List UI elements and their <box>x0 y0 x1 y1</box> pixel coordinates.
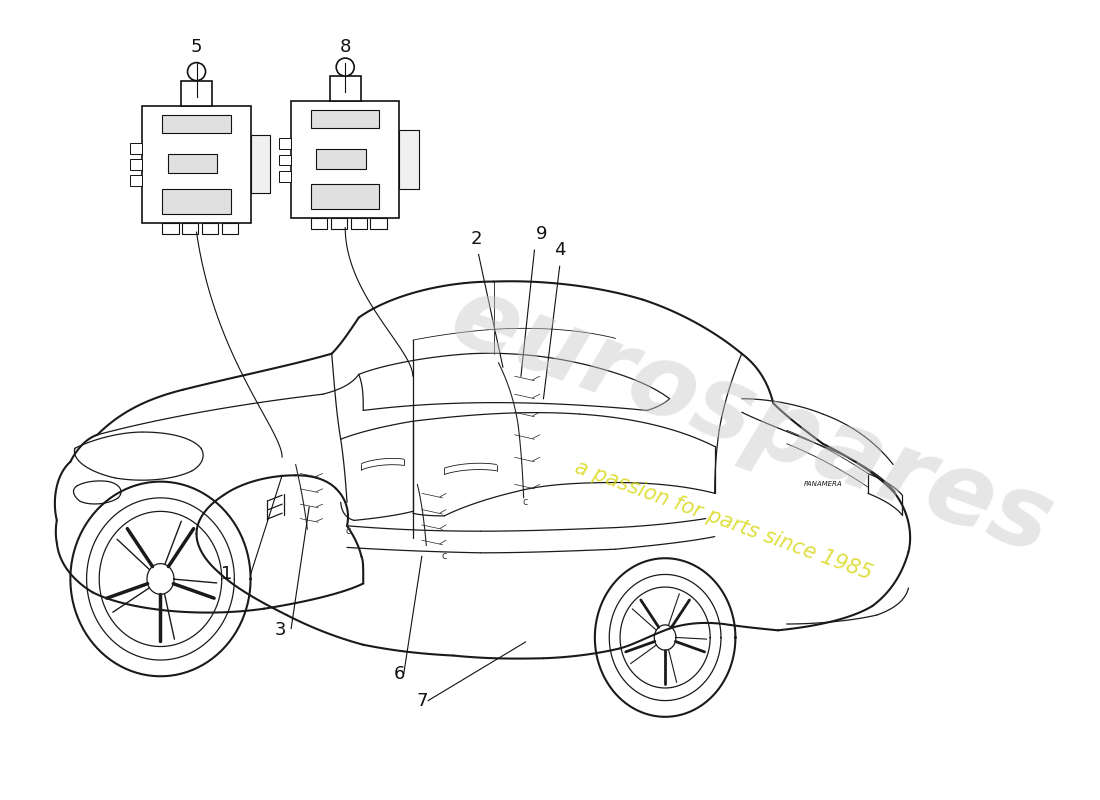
Text: eurospares: eurospares <box>437 267 1065 575</box>
Bar <box>330 76 361 102</box>
Bar <box>130 175 143 186</box>
Bar <box>163 223 178 234</box>
Bar <box>202 223 218 234</box>
Text: 3: 3 <box>275 622 286 639</box>
Bar <box>182 81 212 106</box>
Text: 4: 4 <box>554 241 565 259</box>
Bar <box>331 218 346 230</box>
Text: c: c <box>442 551 447 562</box>
Bar <box>163 115 231 133</box>
Text: 7: 7 <box>416 692 428 710</box>
Circle shape <box>337 58 354 76</box>
Bar <box>143 106 251 223</box>
Bar <box>292 102 399 218</box>
Text: 1: 1 <box>221 566 232 583</box>
Bar <box>399 130 419 189</box>
Bar <box>311 218 327 230</box>
Text: c: c <box>522 498 528 507</box>
Text: c: c <box>345 526 351 536</box>
Bar <box>183 223 198 234</box>
Bar <box>130 142 143 154</box>
Bar <box>278 154 292 166</box>
Bar <box>278 170 292 182</box>
Bar <box>311 184 379 210</box>
Bar <box>130 159 143 170</box>
Text: a passion for parts since 1985: a passion for parts since 1985 <box>572 457 876 584</box>
Text: PANAMERA: PANAMERA <box>803 482 843 487</box>
Bar <box>167 154 218 174</box>
Text: 9: 9 <box>537 225 548 243</box>
Bar <box>317 149 366 169</box>
Bar <box>351 218 366 230</box>
Bar <box>371 218 387 230</box>
Bar <box>222 223 238 234</box>
Text: 6: 6 <box>394 665 405 682</box>
Bar <box>251 134 271 194</box>
Circle shape <box>187 62 206 81</box>
Bar <box>311 110 379 128</box>
Text: 8: 8 <box>340 38 351 56</box>
Text: 2: 2 <box>470 230 482 248</box>
Bar <box>163 189 231 214</box>
Text: 5: 5 <box>190 38 202 56</box>
Bar <box>278 138 292 149</box>
